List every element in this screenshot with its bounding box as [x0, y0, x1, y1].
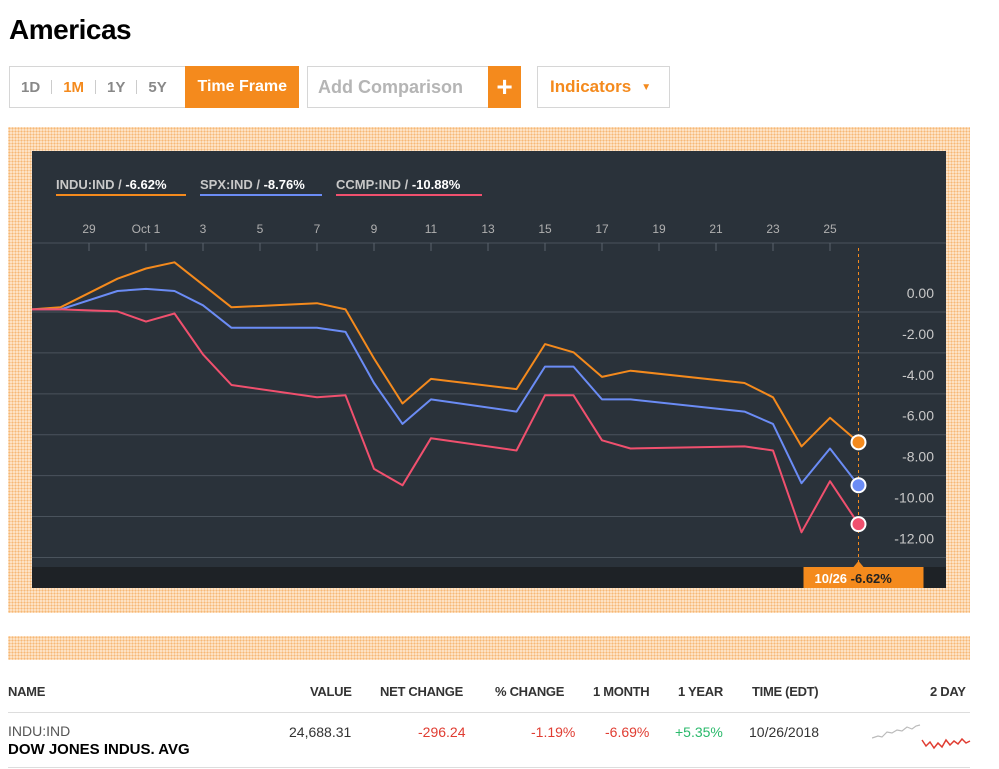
col-header-2-day: 2 DAY	[930, 684, 966, 699]
row-1-month: -6.69%	[605, 724, 650, 740]
add-comparison-input[interactable]	[307, 66, 489, 108]
range-selector: 1D 1M 1Y 5Y Time Frame	[9, 66, 299, 108]
row-name: DOW JONES INDUS. AVG	[8, 741, 190, 758]
range-1y-button[interactable]: 1Y	[107, 78, 126, 96]
series-line-indu-ind	[32, 261, 860, 448]
range-divider	[95, 80, 97, 94]
tooltip-pointer	[853, 561, 864, 567]
col-header-net-change[interactable]: NET CHANGE	[380, 684, 463, 699]
sparkline-current-day	[921, 737, 971, 750]
row-1-year: +5.35%	[675, 724, 723, 740]
sparkline-2-day	[872, 724, 971, 750]
x-tick-label: 11	[425, 222, 438, 236]
x-tick-label: Oct 1	[132, 222, 161, 236]
series-end-marker	[850, 434, 867, 451]
row-time: 10/26/2018	[749, 724, 820, 740]
col-header-time[interactable]: TIME (EDT)	[752, 684, 819, 699]
x-tick-label: 3	[200, 222, 207, 236]
add-comparison-button[interactable]: +	[488, 66, 521, 108]
x-axis-footer	[32, 567, 946, 588]
indicators-label: Indicators	[550, 77, 632, 96]
series-line-spx-ind	[32, 287, 860, 486]
sparkline-prev-day	[872, 724, 921, 739]
row-symbol-link[interactable]: INDU:IND	[8, 723, 71, 739]
x-tick-label: 15	[538, 222, 552, 236]
x-tick-label: 29	[82, 222, 96, 236]
row-divider	[8, 767, 970, 768]
header-divider	[8, 712, 970, 713]
x-tick-label: 21	[709, 222, 723, 236]
time-frame-button[interactable]: Time Frame	[185, 66, 299, 108]
page-title: Americas	[9, 14, 132, 45]
range-1m-button[interactable]: 1M	[63, 78, 85, 96]
col-header-1-year[interactable]: 1 YEAR	[678, 684, 723, 699]
range-divider	[51, 80, 53, 94]
x-tick-label: 23	[766, 222, 780, 236]
series-line-ccmp-ind	[32, 308, 860, 534]
x-tick-label: 17	[595, 222, 609, 236]
row-value: 24,688.31	[289, 724, 352, 740]
series-end-marker	[850, 516, 867, 533]
y-tick-label: -8.00	[902, 449, 934, 465]
legend-entry-1: SPX:IND / -8.76%	[200, 177, 305, 192]
y-tick-label: -10.00	[894, 490, 934, 506]
x-tick-label: 13	[481, 222, 495, 236]
y-tick-label: -6.00	[902, 408, 934, 424]
series-end-marker	[850, 477, 867, 494]
row-net-change: -296.24	[418, 724, 466, 740]
x-tick-label: 19	[652, 222, 666, 236]
legend-entry-0: INDU:IND / -6.62%	[56, 177, 167, 192]
col-header-name[interactable]: NAME	[8, 684, 46, 699]
section-divider	[8, 636, 970, 660]
caret-down-icon: ▼	[641, 81, 652, 93]
y-tick-label: -12.00	[894, 530, 934, 546]
line-chart[interactable]: INDU:IND / -6.62% SPX:IND / -8.76% CCMP:IN…	[32, 151, 946, 588]
range-1d-button[interactable]: 1D	[21, 78, 41, 96]
col-header-pct-change[interactable]: % CHANGE	[495, 684, 565, 699]
x-tick-label: 9	[371, 222, 378, 236]
x-tick-label: 7	[314, 222, 321, 236]
col-header-1-month[interactable]: 1 MONTH	[593, 684, 650, 699]
legend-entry-2: CCMP:IND / -10.88%	[336, 177, 461, 192]
tooltip-box	[803, 567, 924, 588]
chart-svg: INDU:IND / -6.62% SPX:IND / -8.76% CCMP:IN…	[32, 177, 946, 588]
x-tick-label: 25	[823, 222, 837, 236]
y-tick-label: 0.00	[907, 285, 934, 301]
row-pct-change: -1.19%	[531, 724, 576, 740]
indicators-dropdown[interactable]: Indicators ▼	[537, 66, 670, 108]
range-5y-button[interactable]: 5Y	[148, 78, 167, 96]
x-tick-label: 5	[257, 222, 264, 236]
y-tick-label: -2.00	[902, 326, 934, 342]
tooltip-text: 10/26 -6.62%	[815, 571, 893, 586]
y-tick-label: -4.00	[902, 367, 934, 383]
col-header-value[interactable]: VALUE	[310, 684, 352, 699]
range-divider	[136, 80, 138, 94]
